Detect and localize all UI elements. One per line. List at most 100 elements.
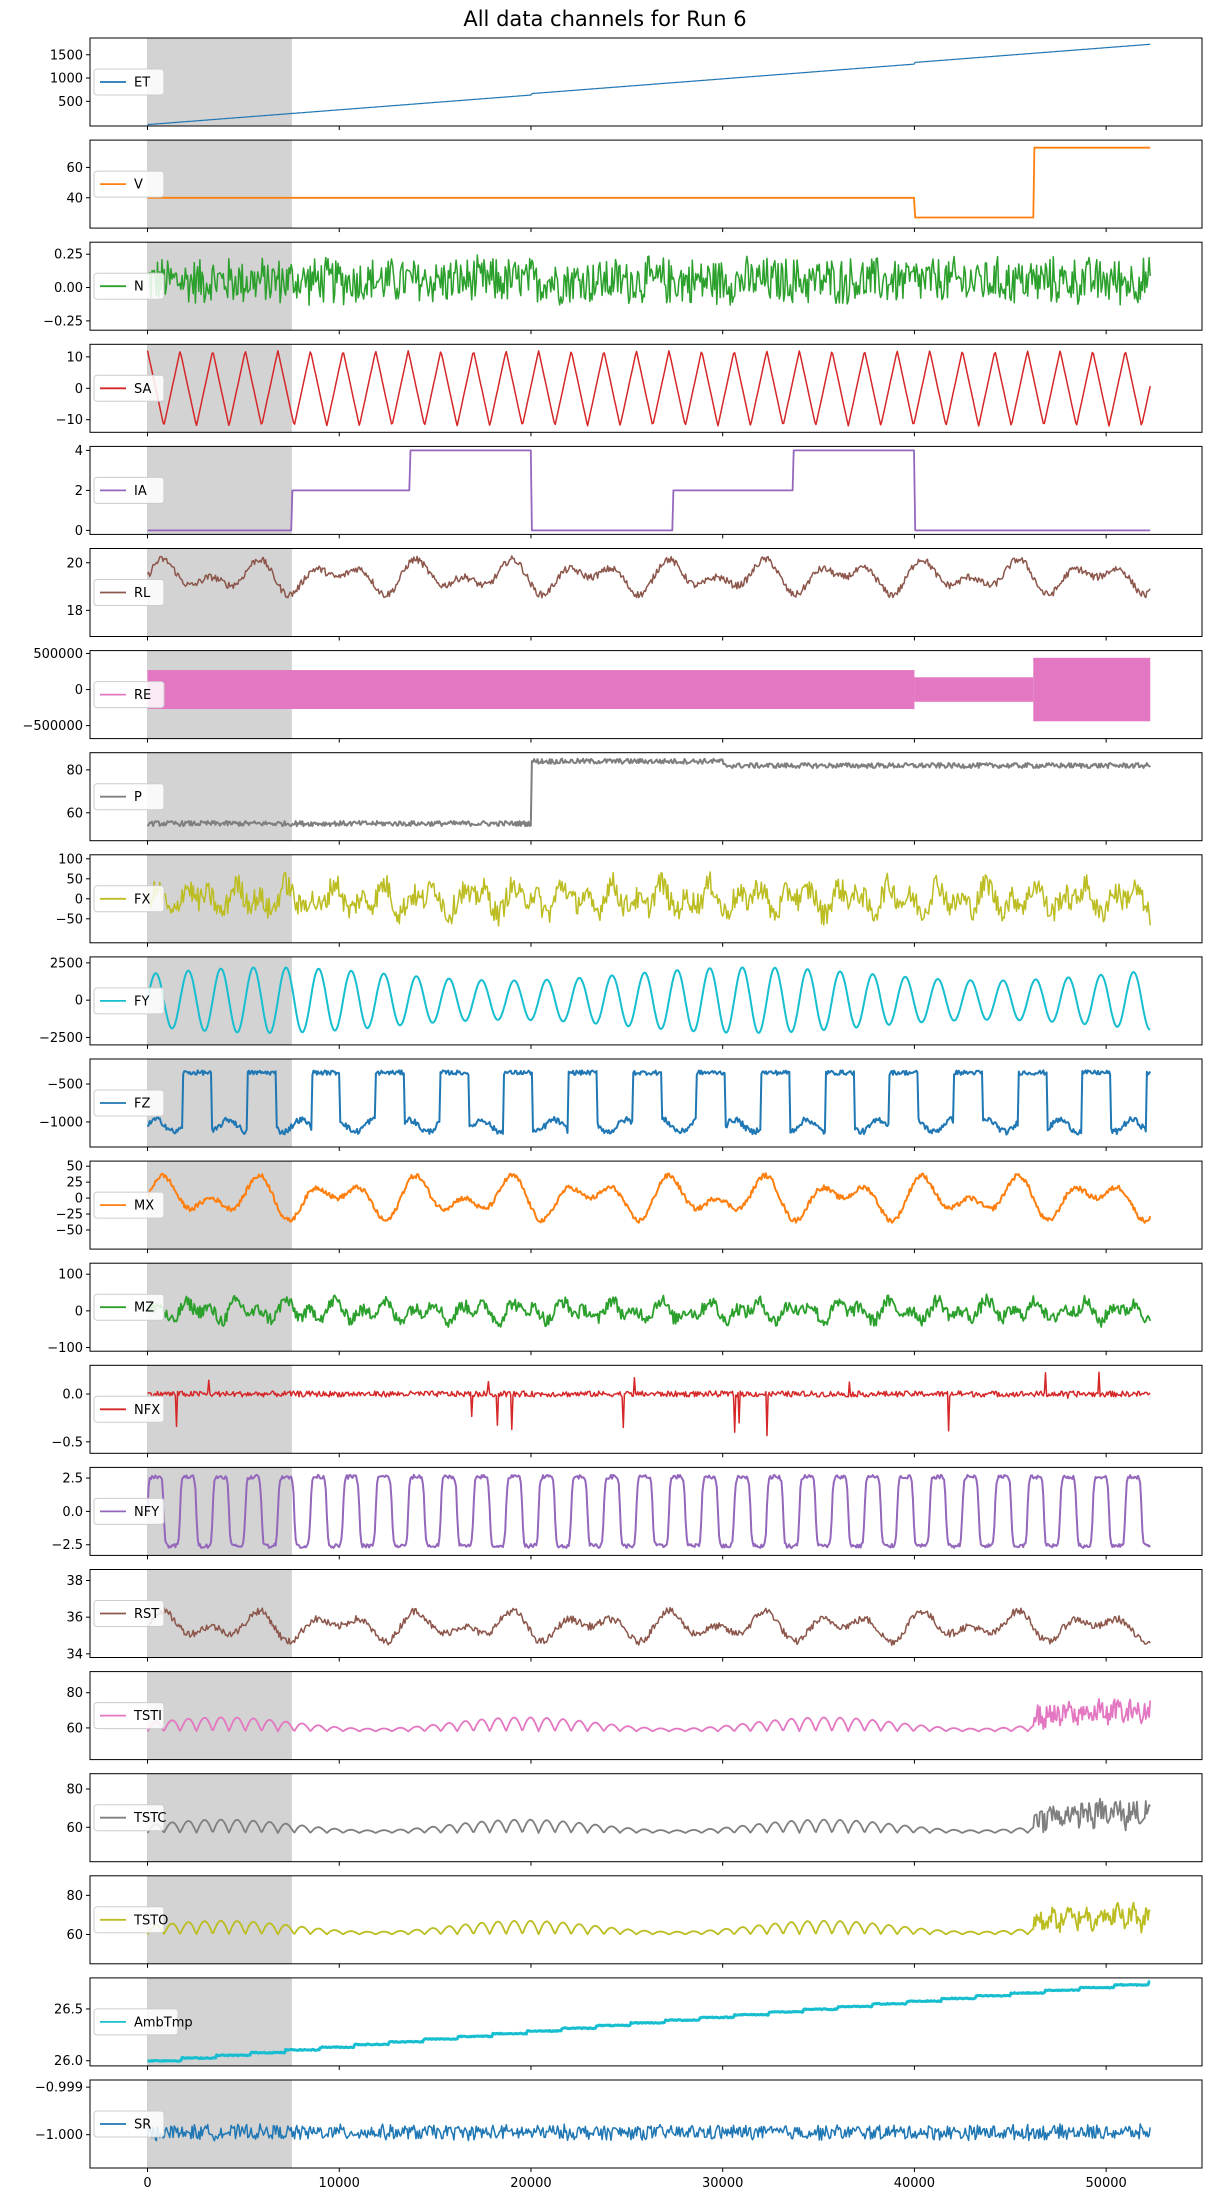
legend-label: AmbTmp <box>134 2015 193 2030</box>
panel-sa: −10 0 10 SA <box>56 343 1203 437</box>
shaded-region <box>147 446 292 535</box>
legend-box <box>93 1600 165 1627</box>
y-tick-label: 2.5 <box>62 1472 83 1487</box>
y-tick-label: 10 <box>66 350 83 365</box>
legend-label: N <box>134 280 144 295</box>
legend-box <box>93 68 165 96</box>
y-tick-label: 34 <box>66 1647 83 1662</box>
y-tick-label: 0 <box>75 1304 83 1319</box>
series-rst-line <box>147 1606 1151 1646</box>
x-tick-label: 40000 <box>894 2176 935 2191</box>
legend-fz: FZ <box>93 1089 165 1117</box>
y-tick-label: 1500 <box>50 48 83 63</box>
y-tick-label: 80 <box>66 763 83 778</box>
y-tick-label: −1000 <box>39 1115 83 1130</box>
x-tick-label: 50000 <box>1085 2176 1126 2191</box>
panel-v: 40 60 V <box>66 139 1203 233</box>
y-tick-label: 0 <box>75 382 83 397</box>
panel-tsto: 60 80 TSTO <box>66 1875 1203 1968</box>
panel-ambtmp: 26.0 26.5 AmbTmp <box>54 1977 1203 2070</box>
panel-rl: 18 20 RL <box>66 548 1203 641</box>
shaded-region <box>147 1671 292 1760</box>
panels: 50010001500ET4060V−0.250.000.25N−10010SA… <box>22 37 1203 2191</box>
legend-label: RST <box>134 1607 159 1622</box>
shaded-region <box>147 1262 292 1352</box>
y-tick-label: 4 <box>75 444 83 459</box>
legend-fy: FY <box>93 987 165 1015</box>
legend-label: SA <box>134 382 151 397</box>
legend-box <box>93 170 165 198</box>
panel-sr: −1.000 −0.999 0 10000 20000 30000 40000 50000 SR <box>35 2079 1203 2191</box>
shaded-region <box>147 1875 292 1965</box>
series-fy-line <box>146 966 1151 1034</box>
axes-frame <box>89 548 1203 637</box>
y-tick-label: 20 <box>66 556 83 571</box>
y-tick-label: −2.5 <box>51 1538 83 1553</box>
legend-label: NFX <box>134 1403 160 1418</box>
panel-tsti: 60 80 TSTI <box>66 1671 1203 1764</box>
legend-box <box>93 579 165 606</box>
y-tick-label: 40 <box>66 191 83 206</box>
panel-nfx: −0.5 0.0 NFX <box>51 1364 1203 1458</box>
legend-label: RE <box>134 688 151 703</box>
axes-frame <box>89 241 1203 331</box>
legend-box <box>93 1293 165 1321</box>
series-mx-line <box>146 1172 1152 1224</box>
legend-box <box>93 374 165 402</box>
shaded-region <box>147 1058 292 1148</box>
legend-tsto: TSTO <box>93 1906 168 1934</box>
x-tick-label: 30000 <box>702 2176 743 2191</box>
axes-frame <box>89 1569 1203 1658</box>
shaded-region <box>147 2079 292 2169</box>
legend-re: RE <box>93 681 165 709</box>
y-tick-label: −25 <box>56 1208 83 1223</box>
y-tick-label: 26.0 <box>54 2054 83 2069</box>
y-tick-label: 0 <box>75 994 83 1009</box>
series-tsto-line <box>146 1901 1151 1936</box>
y-tick-label: 0.0 <box>62 1387 83 1402</box>
y-tick-label: −100 <box>47 1341 83 1356</box>
axes-frame <box>89 37 1203 127</box>
series-nfy-line <box>146 1473 1151 1549</box>
shaded-region <box>147 1365 292 1454</box>
series-p-line <box>146 757 1151 828</box>
shaded-region <box>147 752 292 842</box>
legend-box <box>93 2008 179 2036</box>
legend-label: TSTO <box>133 1913 168 1928</box>
legend-sa: SA <box>93 374 165 402</box>
panel-fz: −1000 −500 FZ <box>39 1058 1203 1151</box>
legend-box <box>93 1906 165 1934</box>
series-et-line <box>147 43 1151 126</box>
series-sr-line <box>146 2123 1151 2142</box>
legend-p: P <box>93 783 165 811</box>
legend-label: NFY <box>134 1505 159 1520</box>
series-re-band <box>914 677 1034 702</box>
y-tick-label: 25 <box>66 1176 83 1191</box>
y-tick-label: −1.000 <box>35 2128 83 2143</box>
y-tick-label: 2500 <box>50 956 83 971</box>
legend-box <box>93 1702 165 1730</box>
legend-tsti: TSTI <box>93 1702 165 1730</box>
shaded-region <box>147 1467 292 1556</box>
axes-frame <box>89 2079 1203 2169</box>
legend-mx: MX <box>93 1191 165 1219</box>
legend-label: P <box>134 790 142 805</box>
legend-sr: SR <box>93 2110 165 2138</box>
y-tick-label: 0.0 <box>62 1505 83 1520</box>
panel-mz: −100 0 100 MZ <box>47 1262 1203 1356</box>
shaded-region <box>147 548 292 637</box>
y-tick-label: 50 <box>66 872 83 887</box>
legend-box <box>93 783 165 811</box>
y-tick-label: 60 <box>66 161 83 176</box>
series-tstc-line <box>146 1797 1151 1834</box>
series-ambtmp-line <box>147 1980 1151 2063</box>
legend-box <box>93 1395 165 1423</box>
panel-ia: 0 2 4 IA <box>75 444 1203 539</box>
y-tick-label: 500000 <box>33 647 83 662</box>
y-tick-label: 80 <box>66 1889 83 1904</box>
y-tick-label: 38 <box>66 1574 83 1589</box>
axes-frame <box>89 1058 1203 1148</box>
legend-box <box>93 476 165 504</box>
x-tick-label: 20000 <box>510 2176 551 2191</box>
legend-label: TSTI <box>133 1709 162 1724</box>
